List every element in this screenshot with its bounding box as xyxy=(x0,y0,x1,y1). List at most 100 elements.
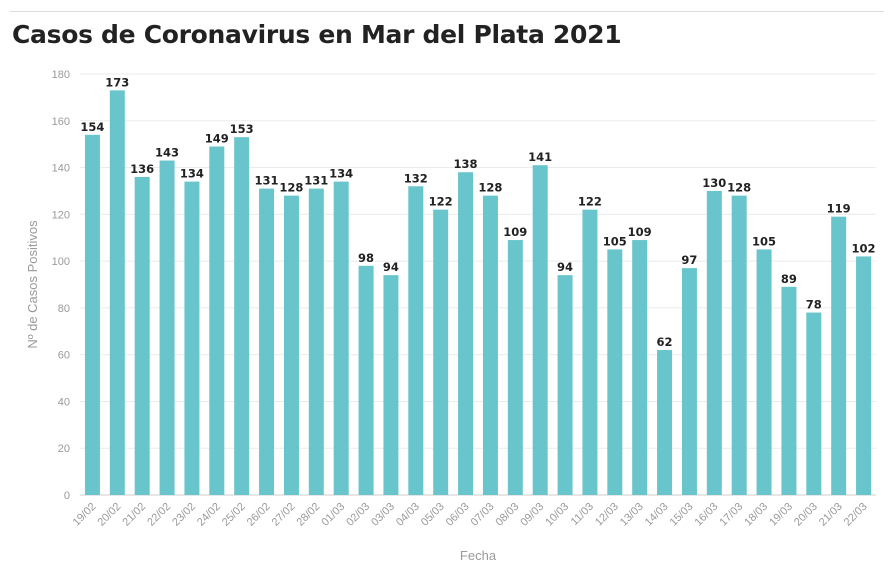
x-tick-label: 21/02 xyxy=(120,501,148,529)
bar xyxy=(657,349,673,495)
bar xyxy=(756,249,772,495)
x-tick-label: 09/03 xyxy=(518,501,546,529)
data-label: 149 xyxy=(205,132,229,146)
bar xyxy=(482,195,498,495)
x-tick-label: 20/02 xyxy=(95,501,123,529)
data-label: 98 xyxy=(358,251,374,265)
y-axis-ticks: 0 20 40 60 80 100 120 140 160 180 xyxy=(52,69,70,502)
x-tick-label: 27/02 xyxy=(270,501,298,529)
data-label: 119 xyxy=(827,202,851,216)
data-label: 109 xyxy=(628,225,652,239)
y-tick-label: 140 xyxy=(52,163,70,175)
x-tick-label: 16/03 xyxy=(692,501,720,529)
x-axis-title: Fecha xyxy=(460,548,497,563)
bar xyxy=(209,146,225,495)
x-tick-label: 08/03 xyxy=(493,501,521,529)
bar xyxy=(806,312,822,495)
x-tick-label: 10/03 xyxy=(543,501,571,529)
bar xyxy=(458,172,474,495)
x-tick-label: 01/03 xyxy=(319,501,347,529)
data-label: 153 xyxy=(230,122,254,136)
x-tick-label: 02/03 xyxy=(344,501,372,529)
data-label: 141 xyxy=(528,150,552,164)
x-tick-label: 04/03 xyxy=(394,501,422,529)
x-tick-label: 21/03 xyxy=(817,501,845,529)
bar xyxy=(358,265,374,495)
x-tick-label: 23/02 xyxy=(170,501,198,529)
data-label: 128 xyxy=(727,181,751,195)
y-axis-title: Nº de Casos Positivos xyxy=(25,220,40,349)
bar xyxy=(582,209,598,495)
bar xyxy=(134,176,150,495)
bar xyxy=(184,181,200,496)
x-tick-label: 05/03 xyxy=(419,501,447,529)
x-tick-label: 19/03 xyxy=(767,501,795,529)
bars xyxy=(84,90,872,496)
data-label: 78 xyxy=(806,298,822,312)
bar xyxy=(308,188,324,495)
x-tick-label: 07/03 xyxy=(469,501,497,529)
bar xyxy=(681,268,697,495)
x-tick-label: 20/03 xyxy=(792,501,820,529)
bar xyxy=(283,195,299,495)
data-label: 102 xyxy=(852,241,876,255)
y-tick-label: 60 xyxy=(58,350,70,362)
data-label: 136 xyxy=(130,162,154,176)
bar xyxy=(532,165,548,495)
data-label: 105 xyxy=(603,234,627,248)
x-tick-label: 14/03 xyxy=(643,501,671,529)
y-tick-label: 160 xyxy=(52,116,70,128)
bar xyxy=(408,186,424,495)
x-tick-label: 26/02 xyxy=(245,501,273,529)
data-label: 138 xyxy=(454,157,478,171)
y-tick-label: 120 xyxy=(52,209,70,221)
bar xyxy=(159,160,175,496)
data-labels: 1541731361431341491531311281311349894132… xyxy=(80,75,875,349)
x-tick-label: 12/03 xyxy=(593,501,621,529)
bar xyxy=(632,240,648,495)
x-tick-label: 25/02 xyxy=(220,501,248,529)
bar xyxy=(557,275,573,495)
x-axis-ticks: 19/0220/0221/0222/0223/0224/0225/0226/02… xyxy=(71,501,870,529)
x-tick-label: 13/03 xyxy=(618,501,646,529)
x-tick-label: 22/03 xyxy=(842,501,870,529)
x-tick-label: 11/03 xyxy=(569,501,596,528)
bar xyxy=(856,256,872,495)
x-tick-label: 22/02 xyxy=(145,501,173,529)
data-label: 154 xyxy=(80,120,104,134)
chart-title: Casos de Coronavirus en Mar del Plata 20… xyxy=(12,20,622,49)
data-label: 131 xyxy=(304,174,328,188)
data-label: 94 xyxy=(557,260,573,274)
y-tick-label: 80 xyxy=(58,303,70,315)
bar xyxy=(234,137,250,495)
data-label: 173 xyxy=(105,75,129,89)
x-tick-label: 17/03 xyxy=(717,501,745,529)
data-label: 134 xyxy=(180,167,204,181)
x-tick-label: 28/02 xyxy=(294,501,322,529)
data-label: 122 xyxy=(578,195,602,209)
bar xyxy=(333,181,349,496)
data-label: 94 xyxy=(383,260,399,274)
data-label: 131 xyxy=(255,174,279,188)
x-tick-label: 15/03 xyxy=(668,501,696,529)
bar xyxy=(507,240,523,495)
bar xyxy=(731,195,747,495)
bar xyxy=(433,209,449,495)
x-tick-label: 03/03 xyxy=(369,501,397,529)
bar xyxy=(831,216,847,495)
bar xyxy=(84,134,100,496)
bar xyxy=(383,275,399,495)
bar xyxy=(781,286,797,495)
data-label: 109 xyxy=(503,225,527,239)
y-tick-label: 0 xyxy=(64,490,70,502)
data-label: 128 xyxy=(279,181,303,195)
data-label: 105 xyxy=(752,234,776,248)
y-tick-label: 20 xyxy=(58,443,70,455)
data-label: 62 xyxy=(657,335,673,349)
x-tick-label: 24/02 xyxy=(195,501,223,529)
bar xyxy=(259,188,275,495)
data-label: 143 xyxy=(155,146,179,160)
x-tick-label: 06/03 xyxy=(444,501,472,529)
data-label: 132 xyxy=(404,171,428,185)
